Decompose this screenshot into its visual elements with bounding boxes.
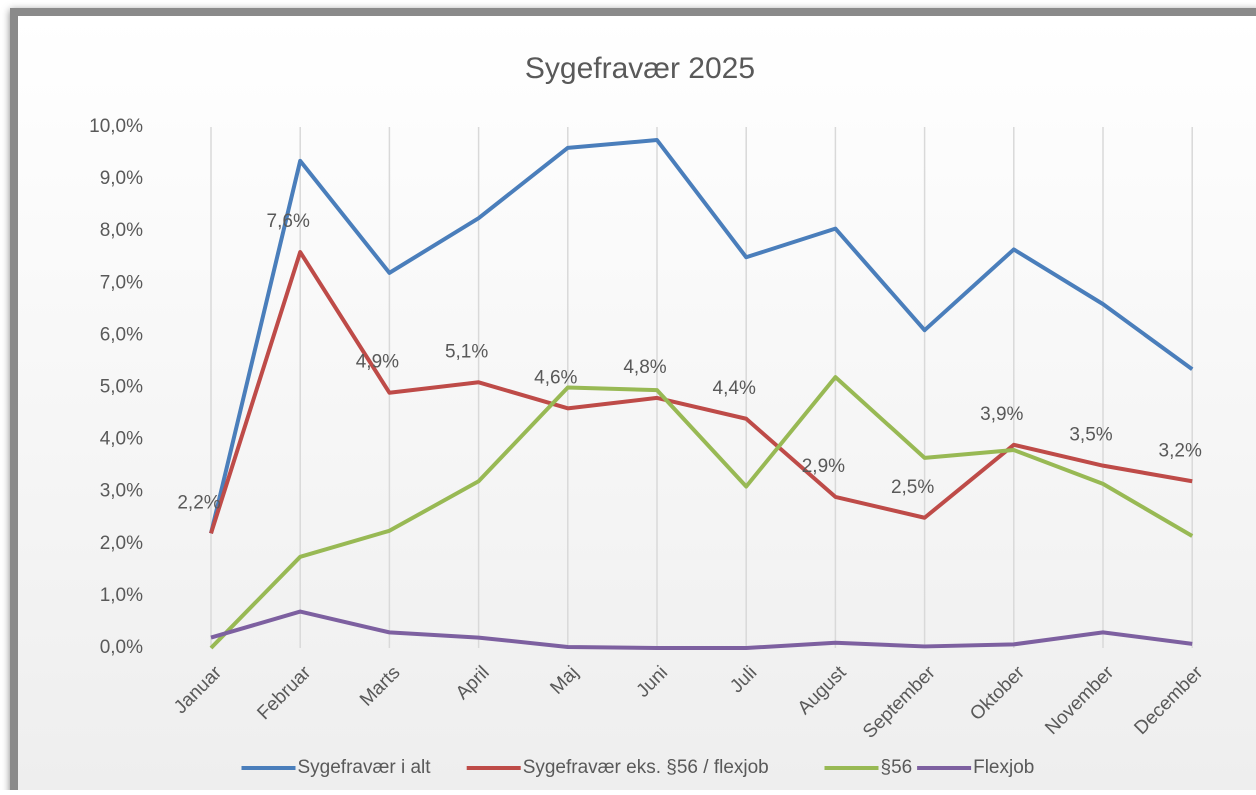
y-tick-label: 7,0% <box>100 272 143 293</box>
y-tick-label: 4,0% <box>100 429 143 450</box>
chart-title: Sygefravær 2025 <box>525 52 755 85</box>
y-tick-label: 8,0% <box>100 220 143 241</box>
y-tick-label: 10,0% <box>89 116 143 137</box>
data-label: 4,6% <box>534 367 577 388</box>
y-tick-label: 9,0% <box>100 168 143 189</box>
data-label: 2,2% <box>177 492 220 513</box>
data-label: 4,9% <box>356 352 399 373</box>
y-tick-label: 1,0% <box>100 585 143 606</box>
series-line <box>210 609 1193 650</box>
chart-area <box>18 16 1256 795</box>
data-label: 5,1% <box>445 341 488 362</box>
y-tick-label: 3,0% <box>100 481 143 502</box>
y-tick-label: 5,0% <box>100 377 143 398</box>
legend-label: §56 <box>881 757 913 778</box>
y-tick-label: 0,0% <box>100 637 143 658</box>
data-label: 4,4% <box>713 378 756 399</box>
legend-label: Flexjob <box>973 757 1034 778</box>
data-label: 7,6% <box>267 211 310 232</box>
data-label: 3,5% <box>1069 425 1112 446</box>
series-line <box>209 250 1193 534</box>
series-line <box>209 138 1194 534</box>
data-label: 4,8% <box>623 357 666 378</box>
legend-label: Sygefravær i alt <box>298 757 432 778</box>
legend-label: Sygefravær eks. §56 / flexjob <box>523 757 769 778</box>
data-label: 3,9% <box>980 404 1023 425</box>
y-tick-label: 2,0% <box>100 533 143 554</box>
series-line <box>209 375 1194 650</box>
data-label: 2,5% <box>891 477 934 498</box>
data-label: 2,9% <box>802 456 845 477</box>
data-label: 3,2% <box>1159 440 1202 461</box>
y-tick-label: 6,0% <box>100 324 143 345</box>
